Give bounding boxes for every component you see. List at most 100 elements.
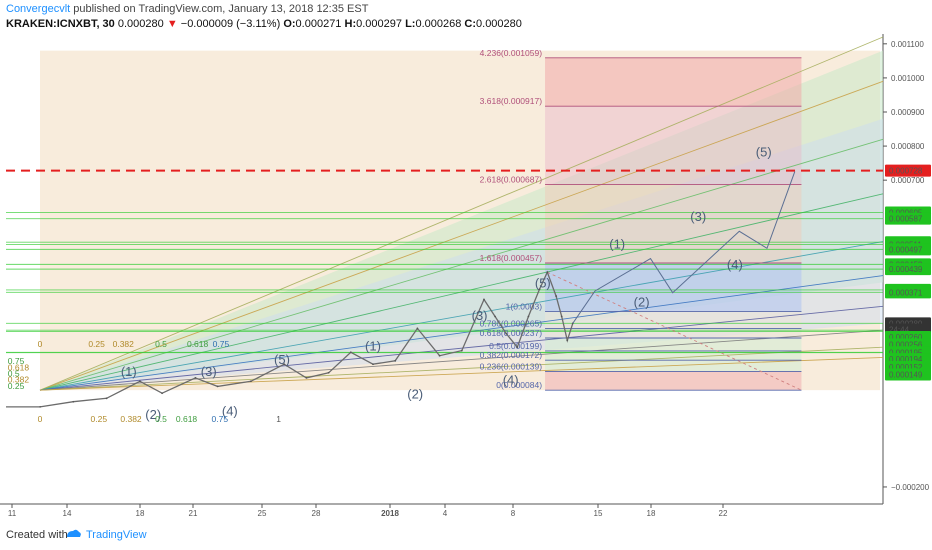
chart-footer: Created with TradingView: [0, 518, 932, 550]
price-chart[interactable]: 4.236(0.001059) 3.618(0.000917) 2.618(0.00…: [0, 34, 932, 518]
price-point: [161, 392, 164, 395]
fan-level-label: 0.382: [113, 339, 135, 349]
price-point: [283, 363, 286, 366]
fib-zone-1: [545, 311, 802, 338]
x-tick-label: 22: [719, 509, 728, 518]
fan-line: [39, 275, 884, 391]
wave-label: (3): [201, 364, 217, 379]
close-label: C:: [464, 18, 477, 30]
tradingview-link[interactable]: TradingView: [86, 529, 147, 541]
price-point: [555, 295, 558, 297]
created-with-text: Created with: [6, 529, 68, 541]
wave-label: (5): [756, 144, 772, 159]
price-tag-label: 0.000260: [889, 333, 923, 342]
x-tick-label: 18: [136, 509, 145, 518]
price-tag-label: 0.000149: [889, 370, 923, 379]
price-tag-label: 0.000371: [889, 288, 923, 297]
fib-zone-0618: [545, 337, 802, 372]
fan-level-label: 1: [276, 414, 281, 424]
price-point: [538, 288, 541, 291]
fan-level-label: 0.25: [91, 414, 108, 424]
price-tag-label: 0.000195: [889, 348, 923, 357]
fan-small-label: 0.5: [8, 369, 20, 379]
price-tag: [885, 263, 931, 276]
price-tag: [885, 243, 931, 256]
fan-level-label: 0.75: [213, 339, 230, 349]
fib-level-label: 0.786(0.000265): [480, 318, 543, 328]
price-tag: [885, 164, 931, 177]
price-point: [194, 376, 197, 379]
price-tag: [885, 286, 931, 299]
fib-level-label: 2.618(0.000687): [480, 175, 543, 185]
close-value: 0.000280: [476, 18, 522, 30]
x-tick-label: 11: [8, 509, 17, 518]
publish-text: published on TradingView.com, January 13…: [70, 3, 369, 15]
price-tag-label: 24:44: [889, 325, 910, 334]
fan-level-label: 0.382: [120, 414, 142, 424]
fan-line: [39, 80, 884, 391]
fib-level-label: 0.236(0.000139): [480, 361, 543, 371]
high-label: H:: [344, 18, 357, 30]
y-tick-label: 0.000700: [891, 176, 925, 185]
price-tag-label: 0.000194: [889, 355, 923, 364]
fan-level-label: 0.618: [176, 414, 198, 424]
wave-label: (4): [503, 373, 519, 388]
fan-level-label: 0: [38, 414, 43, 424]
wave-label: (5): [274, 352, 290, 367]
price-point: [416, 327, 419, 330]
price-tag-label: 0.000497: [889, 245, 923, 254]
price-tag-label: 0.000439: [889, 265, 923, 274]
price-point: [566, 339, 569, 342]
fan-level-label: 0.5: [155, 339, 167, 349]
fib-zone-0236: [545, 371, 802, 391]
chart-header: Convergecvlt published on TradingView.co…: [0, 0, 932, 34]
price-point: [139, 380, 141, 383]
fan-level-label: 0.618: [187, 339, 209, 349]
fib-level-label: 3.618(0.000917): [480, 96, 543, 106]
x-tick-label: 15: [594, 509, 603, 518]
x-tick-label: 28: [312, 509, 321, 518]
author-link[interactable]: Convergecvlt: [6, 3, 71, 15]
wave-label: (2): [634, 294, 650, 309]
x-tick-label: 18: [647, 509, 656, 518]
wave-label: (5): [535, 276, 551, 291]
y-tick-label: 0.001000: [891, 74, 925, 83]
y-tick-label: −0.000200: [891, 483, 930, 492]
price-point: [516, 346, 519, 349]
price-tag-label: 0.000152: [889, 363, 923, 372]
price-tag-label: 0.000587: [889, 215, 923, 224]
x-tick-label: 4: [443, 509, 448, 518]
wave-label: (3): [690, 209, 706, 224]
y-tick-label: 0.001100: [891, 40, 924, 49]
price-point: [460, 349, 463, 352]
price-point: [105, 397, 108, 400]
open-value: 0.000271: [295, 18, 342, 30]
wave-label: (1): [365, 339, 381, 354]
x-tick-label: 14: [63, 509, 72, 518]
fib-level-label: 1.618(0.000457): [480, 253, 543, 263]
high-value: 0.000297: [356, 18, 402, 30]
fib-level-label: 4.236(0.001059): [480, 48, 543, 58]
fib-zone-1618: [545, 263, 802, 312]
wave-label: (2): [407, 386, 423, 401]
low-value: 0.000268: [415, 18, 462, 30]
x-tick-label: 21: [189, 509, 198, 518]
price-point: [560, 315, 563, 318]
down-arrow-icon: ▼: [166, 18, 178, 30]
wave-label: (4): [222, 403, 238, 418]
wave-label: (4): [727, 257, 743, 272]
price-point: [494, 315, 496, 318]
publish-line: Convergecvlt published on TradingView.co…: [6, 3, 368, 15]
fib-level-label: 1(0.0003): [506, 301, 543, 311]
x-tick-label: 8: [511, 509, 516, 518]
fan-small-label: 0.25: [8, 381, 25, 391]
down-projection-line: [547, 271, 802, 391]
price-point: [327, 371, 330, 374]
fan-small-label: 0.75: [8, 356, 25, 366]
price-point: [505, 332, 508, 335]
price-line: [39, 270, 574, 408]
fan-level-label: 0.5: [155, 414, 167, 424]
fib-zone-4236: [545, 57, 802, 107]
price-tag-label: 0.000256: [889, 340, 923, 349]
open-label: O:: [283, 18, 296, 30]
